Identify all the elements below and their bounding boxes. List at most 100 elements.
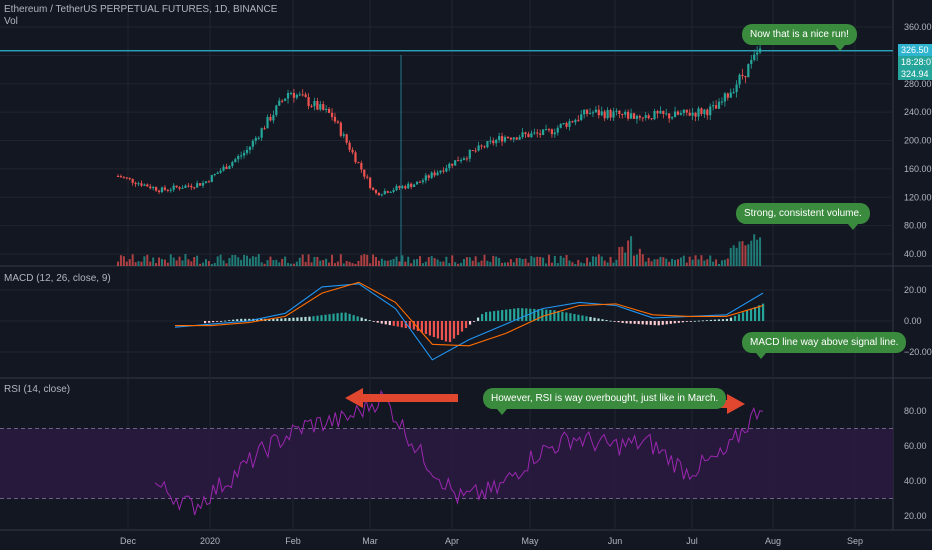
macd-histogram-bar — [569, 313, 572, 321]
volume-bar — [589, 262, 592, 266]
candle-body — [169, 189, 172, 191]
candle-body — [583, 109, 586, 115]
candle-body — [506, 137, 510, 139]
volume-bar — [289, 263, 292, 266]
macd-histogram-bar — [232, 319, 235, 321]
macd-histogram-bar — [300, 317, 303, 321]
candle-body — [627, 111, 630, 119]
candle-body — [539, 133, 542, 135]
volume-bar — [275, 259, 278, 266]
macd-histogram-bar — [240, 318, 243, 321]
candle-body — [345, 134, 348, 143]
candle-body — [679, 113, 683, 115]
candle-body — [671, 117, 674, 119]
macd-histogram-bar — [456, 321, 460, 336]
candle-body — [319, 104, 322, 110]
macd-histogram-bar — [565, 312, 568, 321]
price-tick-label: 240.00 — [904, 107, 932, 117]
volume-bar — [480, 260, 483, 266]
macd-histogram-bar — [368, 320, 371, 321]
volume-bar — [263, 263, 266, 266]
callout-nice-run: Now that is a nice run! — [742, 24, 857, 51]
candle-body — [726, 93, 729, 98]
volume-bar — [571, 262, 574, 266]
candle-body — [536, 132, 539, 134]
candle-body — [366, 176, 369, 178]
volume-bar — [759, 237, 762, 266]
candle-body — [204, 181, 208, 183]
candle-body — [360, 162, 363, 170]
macd-histogram-bar — [216, 321, 219, 322]
candle-body — [198, 183, 202, 186]
candle-body — [339, 122, 342, 136]
volume-bar — [404, 261, 407, 266]
volume-bar — [377, 260, 380, 266]
candle-body — [544, 129, 548, 131]
volume-bar — [612, 262, 615, 266]
volume-bar — [278, 262, 281, 266]
macd-histogram-bar — [629, 321, 632, 324]
candle-body — [714, 105, 718, 109]
macd-histogram-bar — [352, 315, 355, 321]
macd-histogram-bar — [272, 318, 275, 321]
candle-body — [410, 183, 413, 187]
candle-body — [427, 175, 430, 178]
candle-body — [644, 115, 647, 118]
candle-body — [292, 92, 296, 98]
volume-bar — [243, 254, 246, 266]
macd-histogram-bar — [464, 321, 468, 329]
candle-body — [415, 181, 419, 185]
time-tick-label: Mar — [362, 536, 378, 546]
current-price-tag: 324.94 — [898, 68, 932, 80]
macd-histogram-bar — [204, 321, 207, 324]
volume-bar — [542, 257, 545, 266]
macd-histogram-bar — [372, 321, 375, 322]
macd-histogram-bar — [685, 321, 688, 322]
rsi-tick-label: 20.00 — [904, 511, 927, 521]
candle-body — [301, 94, 304, 96]
volume-bar — [465, 257, 468, 266]
candle-body — [758, 48, 762, 53]
candle-body — [588, 112, 592, 114]
price-tick-label: 80.00 — [904, 221, 927, 231]
volume-bar — [697, 259, 700, 266]
volume-bar — [152, 257, 155, 266]
volume-bar — [609, 256, 612, 266]
macd-histogram-bar — [585, 316, 588, 321]
macd-histogram-bar — [701, 320, 704, 322]
candle-body — [673, 111, 677, 118]
macd-histogram-bar — [316, 315, 319, 321]
volume-bar — [363, 254, 366, 266]
volume-bar — [266, 260, 269, 266]
macd-histogram-bar — [605, 319, 608, 321]
volume-bar — [369, 263, 372, 266]
volume-bar — [448, 263, 451, 266]
candle-body — [530, 133, 533, 138]
candle-body — [260, 128, 263, 138]
candle-body — [533, 132, 536, 134]
candle-body — [662, 110, 665, 114]
volume-bar — [122, 256, 125, 266]
macd-label: MACD (12, 26, close, 9) — [4, 273, 111, 284]
volume-bar — [495, 256, 498, 266]
macd-histogram-bar — [376, 321, 379, 323]
candle-body — [257, 137, 260, 139]
rsi-tick-label: 80.00 — [904, 406, 927, 416]
macd-tick-label: −20.00 — [904, 347, 932, 357]
volume-bar — [597, 254, 600, 266]
macd-histogram-bar — [364, 318, 367, 321]
volume-bar — [483, 254, 486, 266]
candle-body — [325, 108, 328, 110]
volume-bar — [630, 236, 633, 266]
macd-histogram-bar — [621, 321, 624, 323]
candle-body — [668, 113, 671, 119]
candle-body — [413, 184, 416, 187]
candle-body — [304, 94, 307, 98]
volume-bar — [638, 248, 641, 266]
volume-bar — [594, 256, 597, 266]
macd-histogram-bar — [737, 314, 741, 321]
candle-body — [753, 54, 756, 60]
candle-body — [201, 182, 205, 186]
volume-bar — [416, 259, 419, 266]
